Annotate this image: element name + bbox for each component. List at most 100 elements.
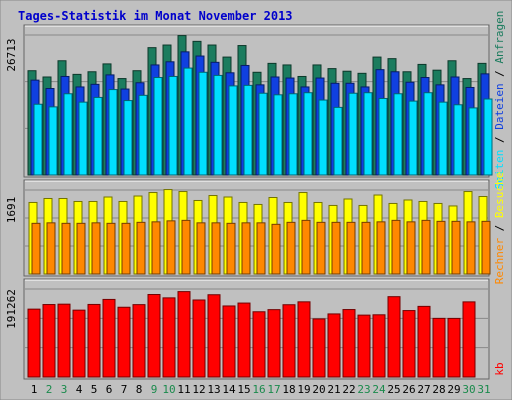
- legend-bottom: kb: [493, 362, 506, 375]
- bar-traffic-kb-29: [447, 317, 461, 378]
- day-label-18: 18: [282, 383, 295, 396]
- bar-requests-seiten-27: [423, 92, 433, 176]
- bar-visits-rechner-13: [211, 222, 221, 275]
- bar-requests-seiten-8: [138, 94, 148, 176]
- panel-max-label: 1691: [5, 197, 18, 224]
- bar-visits-rechner-9: [151, 221, 161, 275]
- bar-traffic-kb-7: [117, 306, 131, 378]
- bar-requests-seiten-28: [438, 101, 448, 176]
- bar-requests-seiten-23: [363, 92, 373, 176]
- bar-requests-seiten-16: [258, 92, 268, 176]
- bar-visits-rechner-3: [61, 222, 71, 275]
- bar-requests-seiten-18: [288, 93, 298, 176]
- day-label-23: 23: [357, 383, 370, 396]
- bar-requests-seiten-1: [33, 103, 43, 176]
- bar-traffic-kb-28: [432, 317, 446, 378]
- day-label-15: 15: [237, 383, 250, 396]
- bar-traffic-kb-15: [237, 302, 251, 378]
- day-label-13: 13: [207, 383, 220, 396]
- bar-visits-rechner-16: [256, 222, 266, 275]
- day-label-9: 9: [151, 383, 158, 396]
- bar-visits-rechner-6: [106, 222, 116, 275]
- bar-traffic-kb-26: [402, 310, 416, 378]
- day-label-17: 17: [267, 383, 280, 396]
- day-label-16: 16: [252, 383, 265, 396]
- bar-requests-seiten-15: [243, 84, 253, 176]
- day-label-10: 10: [162, 383, 175, 396]
- day-label-30: 30: [462, 383, 475, 396]
- day-label-6: 6: [106, 383, 113, 396]
- day-label-28: 28: [432, 383, 445, 396]
- day-label-11: 11: [177, 383, 190, 396]
- bar-traffic-kb-14: [222, 305, 236, 378]
- bar-visits-rechner-25: [391, 219, 401, 275]
- bar-visits-rechner-29: [451, 220, 461, 275]
- bar-traffic-kb-20: [312, 318, 326, 378]
- bar-requests-seiten-6: [108, 89, 118, 176]
- day-label-19: 19: [297, 383, 310, 396]
- legend-mid: Rechner / Besuche: [493, 172, 506, 285]
- day-label-20: 20: [312, 383, 325, 396]
- bar-requests-seiten-9: [153, 77, 163, 176]
- bar-traffic-kb-8: [132, 304, 146, 378]
- bar-traffic-kb-1: [27, 308, 41, 378]
- bar-traffic-kb-4: [72, 309, 86, 378]
- bar-visits-rechner-26: [406, 221, 416, 275]
- bar-traffic-kb-2: [42, 304, 56, 378]
- bar-visits-rechner-17: [271, 223, 281, 275]
- day-label-4: 4: [76, 383, 83, 396]
- bar-requests-seiten-19: [303, 92, 313, 176]
- legend-entry-anfragen: Anfragen: [493, 11, 506, 64]
- day-label-21: 21: [327, 383, 340, 396]
- bar-requests-seiten-17: [273, 94, 283, 176]
- bar-visits-rechner-8: [136, 221, 146, 275]
- legend-entry-besuche: Besuche: [493, 172, 506, 218]
- bar-requests-seiten-10: [168, 75, 178, 176]
- day-label-25: 25: [387, 383, 400, 396]
- day-label-12: 12: [192, 383, 205, 396]
- bar-visits-rechner-22: [346, 221, 356, 275]
- bar-requests-seiten-4: [78, 101, 88, 176]
- day-label-31: 31: [477, 383, 490, 396]
- bar-traffic-kb-10: [162, 297, 176, 378]
- bar-traffic-kb-12: [192, 299, 206, 378]
- bar-visits-rechner-28: [436, 220, 446, 275]
- bar-visits-rechner-18: [286, 221, 296, 275]
- day-label-26: 26: [402, 383, 415, 396]
- bar-requests-seiten-3: [63, 93, 73, 176]
- bar-traffic-kb-23: [357, 314, 371, 378]
- day-label-5: 5: [91, 383, 98, 396]
- bar-requests-seiten-22: [348, 92, 358, 176]
- bar-requests-seiten-12: [198, 71, 208, 176]
- bar-traffic-kb-22: [342, 309, 356, 378]
- bar-requests-seiten-29: [453, 104, 463, 176]
- panel-requests: 26713: [5, 24, 493, 178]
- bar-visits-rechner-2: [46, 222, 56, 275]
- day-label-24: 24: [372, 383, 386, 396]
- bar-requests-seiten-20: [318, 99, 328, 176]
- bar-visits-rechner-5: [91, 222, 101, 275]
- bar-visits-rechner-7: [121, 222, 131, 275]
- legend-separator: /: [493, 130, 506, 150]
- bar-visits-rechner-21: [331, 221, 341, 275]
- bar-requests-seiten-21: [333, 106, 343, 176]
- day-label-27: 27: [417, 383, 430, 396]
- chart-panels: 26713 1691 191262: [5, 24, 493, 380]
- bar-traffic-kb-11: [177, 291, 191, 378]
- bar-traffic-kb-18: [282, 304, 296, 378]
- bar-traffic-kb-24: [372, 314, 386, 378]
- legend-entry-rechner: Rechner: [493, 238, 506, 285]
- legend-separator: /: [493, 218, 506, 238]
- bar-traffic-kb-16: [252, 311, 266, 378]
- bar-visits-rechner-31: [481, 220, 491, 275]
- bar-visits-rechner-30: [466, 221, 476, 275]
- day-label-2: 2: [46, 383, 53, 396]
- bar-visits-rechner-24: [376, 221, 386, 275]
- bar-requests-seiten-26: [408, 100, 418, 176]
- legend-separator: /: [493, 64, 506, 84]
- bar-requests-seiten-24: [378, 97, 388, 176]
- bar-visits-rechner-4: [76, 222, 86, 275]
- bar-visits-rechner-10: [166, 220, 176, 275]
